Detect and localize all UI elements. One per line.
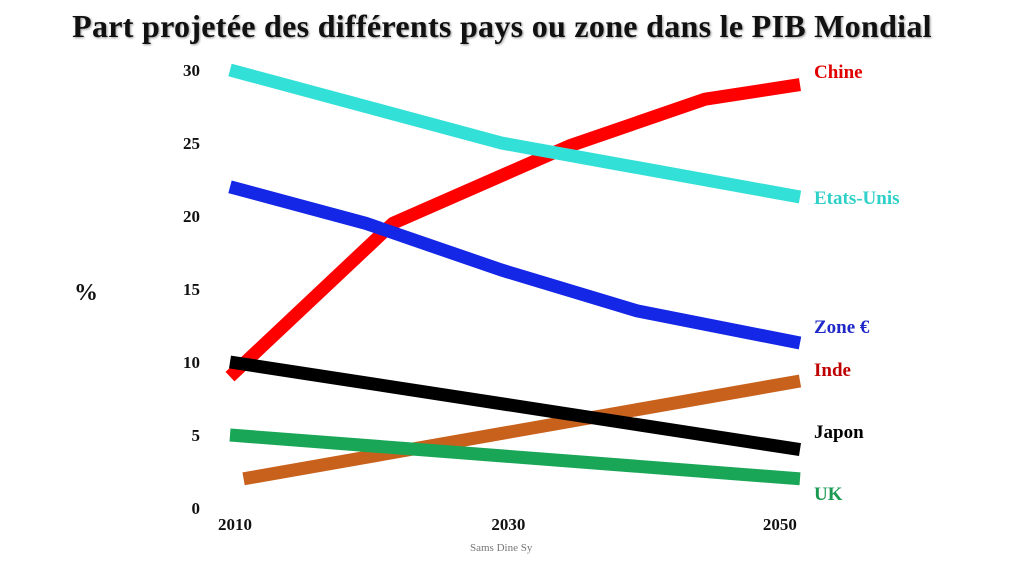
y-axis-label: % bbox=[74, 280, 98, 306]
x-tick-label: 2030 bbox=[491, 515, 525, 534]
series-label: Inde bbox=[814, 360, 851, 381]
y-tick-label: 10 bbox=[183, 353, 200, 372]
series-line-5 bbox=[229, 428, 801, 486]
series-line-0 bbox=[225, 78, 801, 382]
credit-text: Sams Dine Sy bbox=[470, 542, 533, 554]
x-tick-label: 2010 bbox=[218, 515, 252, 534]
x-tick-label: 2050 bbox=[763, 515, 797, 534]
y-tick-label: 15 bbox=[183, 280, 200, 299]
y-axis-ticks: 0 5 10 15 20 25 30 bbox=[183, 61, 200, 518]
series-label: UK bbox=[814, 484, 843, 505]
series-line-1 bbox=[228, 63, 802, 204]
series-line-4 bbox=[229, 355, 801, 457]
y-tick-label: 30 bbox=[183, 61, 200, 80]
series-line-3 bbox=[242, 374, 802, 486]
series-lines bbox=[225, 63, 802, 486]
series-label: Chine bbox=[814, 62, 863, 83]
y-tick-label: 0 bbox=[192, 499, 201, 518]
x-axis-ticks: 2010 2030 2050 bbox=[218, 515, 797, 534]
series-line-2 bbox=[228, 180, 802, 350]
y-tick-label: 25 bbox=[183, 134, 200, 153]
series-labels: Chine Etats-Unis Zone € Inde Japon UK bbox=[814, 62, 900, 505]
series-label: Japon bbox=[814, 422, 864, 443]
y-tick-label: 20 bbox=[183, 207, 200, 226]
series-label: Etats-Unis bbox=[814, 188, 900, 209]
y-tick-label: 5 bbox=[192, 426, 201, 445]
chart-title: Part projetée des différents pays ou zon… bbox=[72, 8, 932, 44]
series-label: Zone € bbox=[814, 317, 870, 338]
